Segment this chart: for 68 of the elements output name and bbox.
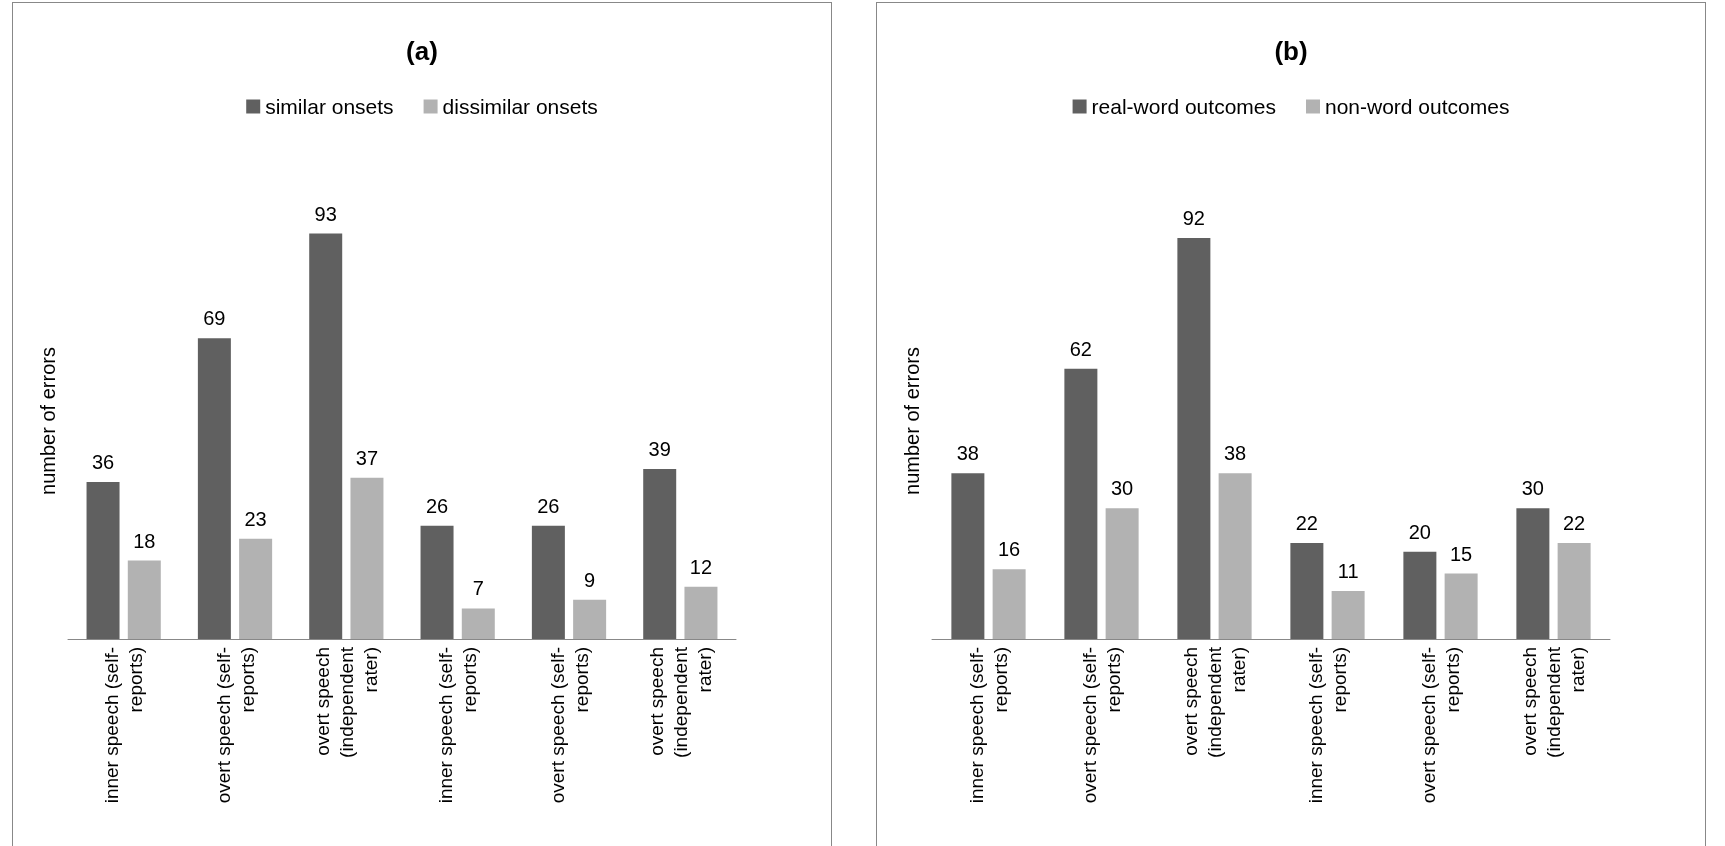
data-label: 39 <box>648 437 671 460</box>
x-tick-label: inner speech (self-reports) <box>435 647 481 804</box>
bar <box>239 538 273 639</box>
data-label: 20 <box>1408 520 1431 543</box>
data-label: 9 <box>584 568 596 591</box>
data-label: 37 <box>355 446 379 469</box>
data-label: 62 <box>1069 337 1092 360</box>
chart-title: (a) <box>406 36 438 66</box>
bar <box>1064 368 1098 639</box>
legend-label: non-word outcomes <box>1324 95 1510 118</box>
data-label: 38 <box>1224 442 1247 465</box>
data-label: 22 <box>1563 512 1586 535</box>
data-label: 22 <box>1295 512 1318 535</box>
x-tick-label: overt speech (self-reports) <box>1418 647 1463 804</box>
bar <box>420 525 454 639</box>
y-axis-title: number of errors <box>901 347 923 495</box>
legend-label: dissimilar onsets <box>442 95 598 118</box>
bar <box>643 468 677 639</box>
bar <box>1403 551 1437 639</box>
bar <box>1516 508 1550 639</box>
bar <box>1105 508 1139 639</box>
x-tick-label: overt speech (self-reports) <box>212 647 258 804</box>
data-label: 26 <box>537 494 560 517</box>
data-label: 92 <box>1182 206 1205 229</box>
legend-label: real-word outcomes <box>1091 95 1276 118</box>
bar <box>309 233 343 639</box>
y-axis-title: number of errors <box>37 347 59 495</box>
x-tick-label: overt speech (self-reports) <box>546 647 592 804</box>
data-label: 23 <box>244 507 267 530</box>
data-label: 11 <box>1337 560 1359 583</box>
legend-label: similar onsets <box>265 95 394 118</box>
x-tick-label: overt speech (self-reports) <box>1079 647 1124 804</box>
data-label: 36 <box>91 451 115 474</box>
bar <box>197 338 231 639</box>
x-tick-label: inner speech (self-reports) <box>966 647 1011 804</box>
bar <box>573 599 607 639</box>
bar <box>86 482 120 639</box>
data-label: 38 <box>956 442 979 465</box>
bar <box>992 569 1026 639</box>
data-label: 18 <box>133 529 156 552</box>
data-label: 69 <box>203 307 226 330</box>
x-tick-label: overt speech (independent rater) <box>1180 646 1249 758</box>
bar <box>461 608 495 639</box>
bar <box>350 477 384 639</box>
bar <box>127 560 161 639</box>
data-label: 30 <box>1521 477 1544 500</box>
bar <box>1331 591 1365 639</box>
data-label: 15 <box>1450 542 1473 565</box>
bar <box>1444 573 1478 639</box>
bar <box>951 473 985 639</box>
bar <box>531 525 565 639</box>
bar <box>1557 543 1591 639</box>
data-label: 93 <box>314 202 337 225</box>
x-tick-label: inner speech (self-reports) <box>101 647 147 804</box>
x-tick-label: overt speech (independent rater) <box>645 646 715 758</box>
bar <box>684 586 718 639</box>
x-tick-label: overt speech (independent rater) <box>311 646 381 758</box>
x-tick-label: inner speech (self-reports) <box>1305 647 1350 804</box>
data-label: 7 <box>472 577 484 600</box>
data-label: 12 <box>689 555 713 578</box>
x-tick-label: overt speech (independent rater) <box>1519 646 1588 758</box>
chart-title: (b) <box>1274 36 1308 66</box>
bar <box>1177 237 1211 639</box>
data-label: 30 <box>1111 477 1134 500</box>
bar <box>1290 543 1324 639</box>
data-label: 16 <box>998 538 1021 561</box>
bar <box>1218 473 1252 639</box>
data-label: 26 <box>425 494 449 517</box>
